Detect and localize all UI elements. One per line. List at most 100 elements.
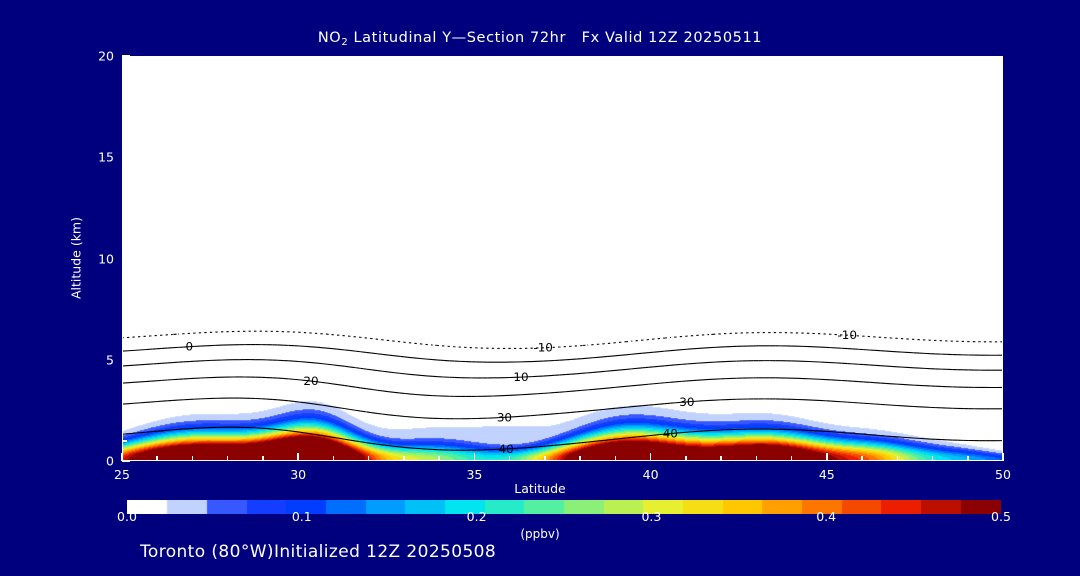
x-tick-major xyxy=(649,453,652,461)
contour-label: 20 xyxy=(303,374,318,388)
contour-line xyxy=(338,348,345,351)
contour-line xyxy=(332,406,339,409)
contour-line xyxy=(626,368,632,370)
contour-line xyxy=(648,338,654,341)
x-tick-minor xyxy=(332,456,335,461)
contour-line xyxy=(377,389,383,392)
contour-line xyxy=(620,385,627,388)
contour-line xyxy=(653,351,660,353)
x-tick-minor xyxy=(262,456,264,461)
x-tick-major xyxy=(1002,453,1004,461)
x-tick-minor xyxy=(720,456,722,461)
contour-line xyxy=(393,340,400,343)
contour-line xyxy=(653,338,660,340)
contour-label: -10 xyxy=(533,341,553,355)
x-tick-minor xyxy=(544,456,546,461)
contour-label-group: 20 xyxy=(303,374,318,388)
x-tick-major xyxy=(297,453,299,461)
contour-line xyxy=(332,436,337,439)
contour-line xyxy=(360,387,367,390)
contour-line xyxy=(299,379,306,382)
page-title: NO2 Latitudinal Y—Section 72hr Fx Valid … xyxy=(0,30,1080,48)
contour-line xyxy=(598,408,605,411)
colorbar-units-label: (ppbv) xyxy=(520,527,560,541)
contour-line xyxy=(294,378,300,381)
x-tick-label: 40 xyxy=(642,467,659,482)
contour-label-group: 30 xyxy=(679,395,694,409)
contour-line xyxy=(410,356,417,359)
contour-line xyxy=(598,387,605,390)
contour-line xyxy=(648,404,654,406)
y-tick-label: 10 xyxy=(98,251,114,266)
x-tick-minor xyxy=(931,456,934,461)
contour-line xyxy=(642,404,649,407)
contour-line xyxy=(393,355,400,357)
contour-line xyxy=(614,341,621,344)
contour-line xyxy=(609,438,616,441)
contour-line xyxy=(344,438,350,441)
x-tick-minor xyxy=(508,456,511,461)
x-tick-label: 45 xyxy=(818,467,835,482)
contour-label-group: 0 xyxy=(186,340,194,354)
contour-label-group: 10 xyxy=(513,370,528,384)
contour-label-group: -10 xyxy=(533,341,553,355)
contour-line xyxy=(576,442,582,444)
colorbar-tick-label: 0.2 xyxy=(466,509,487,524)
x-tick-minor xyxy=(226,456,229,461)
contour-line xyxy=(637,384,643,386)
y-tick-major xyxy=(122,359,130,361)
contour-line xyxy=(399,446,405,448)
contour-line xyxy=(388,391,394,393)
contour-line xyxy=(355,336,361,338)
contour-line xyxy=(355,386,361,389)
y-tick-minor xyxy=(122,197,127,199)
contour-line xyxy=(421,343,428,346)
contour-line xyxy=(371,352,378,355)
contour-line xyxy=(310,380,317,383)
contour-line xyxy=(642,339,649,341)
contour-line xyxy=(404,392,411,395)
contour-line xyxy=(614,369,621,371)
contour-line xyxy=(327,405,334,408)
contour-line xyxy=(631,405,638,408)
contour-line xyxy=(327,435,334,438)
contour-line xyxy=(620,368,627,371)
x-tick-minor xyxy=(156,456,158,461)
contour-line xyxy=(371,442,378,445)
contour-line xyxy=(305,432,312,435)
contour-line xyxy=(410,373,417,376)
contour-line xyxy=(648,366,654,368)
contour-line xyxy=(382,353,389,356)
title-rest: Latitudinal Y—Section 72hr Fx Valid 12Z … xyxy=(348,30,763,46)
contour-line xyxy=(642,383,649,386)
contour-line xyxy=(415,357,422,360)
y-tick-major xyxy=(122,460,130,462)
contour-line xyxy=(382,370,389,373)
contour-line xyxy=(393,445,400,448)
contour-line xyxy=(603,408,610,410)
contour-line xyxy=(371,369,378,372)
contour-line xyxy=(631,353,638,355)
contour-line xyxy=(305,379,312,382)
contour-line xyxy=(388,339,394,342)
contour-line xyxy=(338,334,345,337)
contour-line xyxy=(283,399,289,402)
x-tick-minor xyxy=(967,456,969,461)
y-tick-major xyxy=(122,55,130,57)
contour-line xyxy=(349,408,356,411)
x-tick-label: 35 xyxy=(466,467,483,482)
contour-line xyxy=(360,351,367,353)
contour-line xyxy=(327,363,334,366)
contour-label-group: 30 xyxy=(497,410,512,424)
contour-line xyxy=(399,372,406,375)
title-species: NO xyxy=(317,30,342,46)
x-tick-major xyxy=(473,453,476,461)
contour-line xyxy=(620,354,627,356)
contour-line xyxy=(382,390,389,393)
contour-line xyxy=(637,339,643,342)
y-tick-minor xyxy=(122,399,127,401)
contour-line xyxy=(377,353,383,355)
contour-line xyxy=(637,435,643,438)
contour-line xyxy=(631,384,638,387)
contour-line xyxy=(598,439,605,442)
